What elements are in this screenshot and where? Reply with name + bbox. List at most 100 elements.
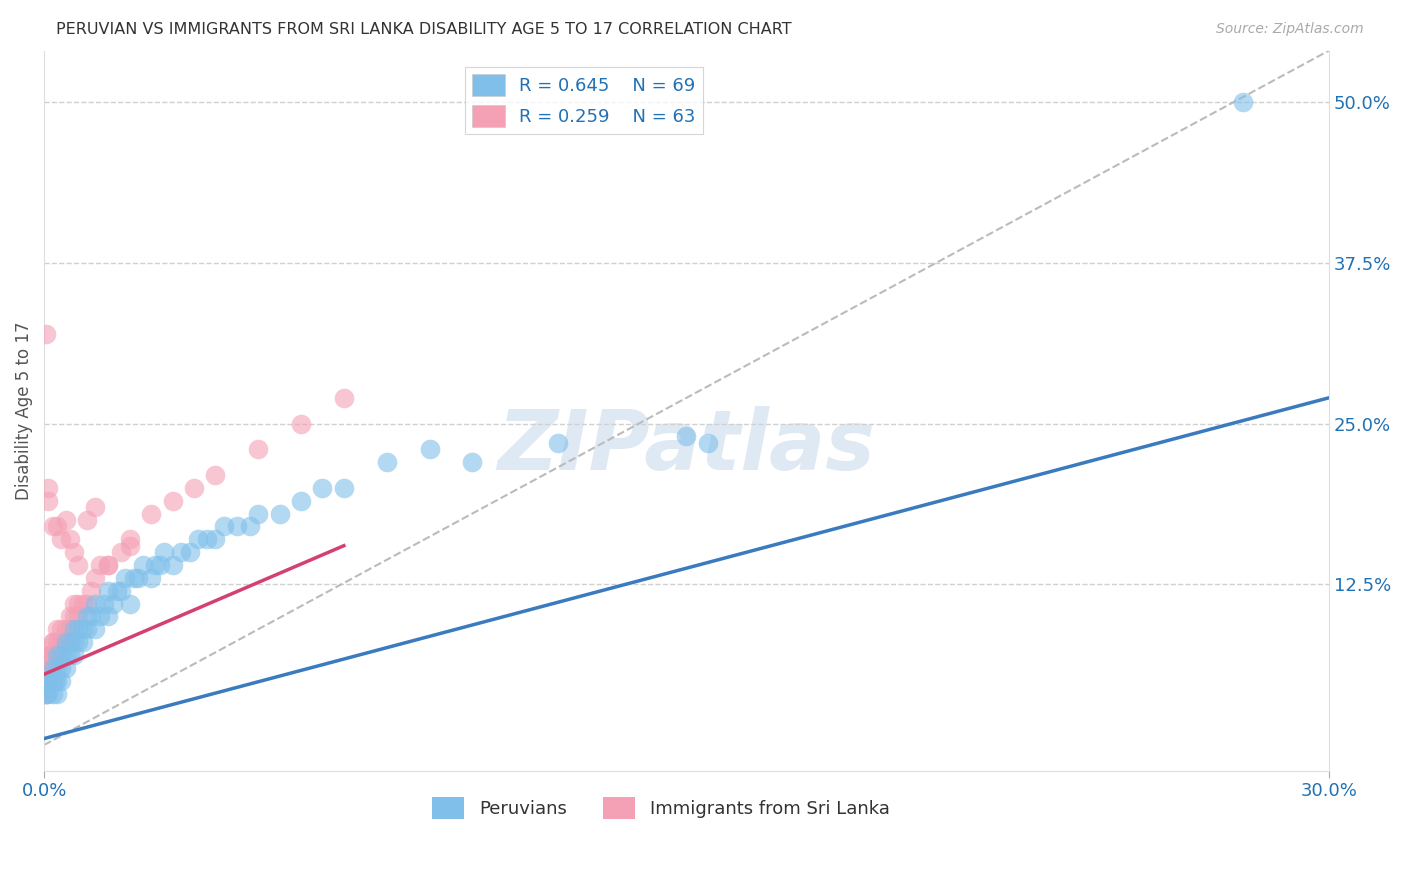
Legend: Peruvians, Immigrants from Sri Lanka: Peruvians, Immigrants from Sri Lanka — [425, 790, 897, 827]
Point — [375, 455, 398, 469]
Point — [97, 583, 120, 598]
Point — [38, 648, 60, 662]
Point — [37, 493, 59, 508]
Point — [41, 687, 63, 701]
Point — [72, 635, 94, 649]
Point — [59, 533, 82, 547]
Point — [41, 635, 63, 649]
Point — [46, 648, 69, 662]
Point — [37, 481, 59, 495]
Point — [51, 673, 73, 688]
Point — [67, 622, 90, 636]
Point — [55, 635, 77, 649]
Point — [72, 597, 94, 611]
Point — [110, 583, 132, 598]
Point — [55, 661, 77, 675]
Point — [170, 545, 193, 559]
Point — [63, 622, 86, 636]
Point — [46, 673, 69, 688]
Point — [80, 583, 103, 598]
Point — [153, 545, 176, 559]
Point — [187, 533, 209, 547]
Point — [84, 597, 107, 611]
Point — [59, 622, 82, 636]
Point — [63, 597, 86, 611]
Point — [41, 648, 63, 662]
Point — [247, 507, 270, 521]
Point — [41, 648, 63, 662]
Point — [141, 571, 163, 585]
Point — [51, 648, 73, 662]
Point — [46, 661, 69, 675]
Point — [34, 687, 56, 701]
Point — [41, 661, 63, 675]
Point — [51, 661, 73, 675]
Point — [89, 558, 111, 572]
Point — [204, 533, 226, 547]
Point — [67, 558, 90, 572]
Point — [35, 687, 58, 701]
Point — [141, 507, 163, 521]
Point — [131, 558, 153, 572]
Point — [179, 545, 201, 559]
Point — [63, 609, 86, 624]
Point — [38, 661, 60, 675]
Point — [418, 442, 440, 457]
Point — [46, 635, 69, 649]
Point — [67, 635, 90, 649]
Point — [290, 417, 312, 431]
Point — [55, 513, 77, 527]
Point — [84, 622, 107, 636]
Point — [110, 545, 132, 559]
Y-axis label: Disability Age 5 to 17: Disability Age 5 to 17 — [15, 321, 32, 500]
Point — [37, 673, 59, 688]
Point — [89, 609, 111, 624]
Point — [39, 673, 62, 688]
Point — [35, 673, 58, 688]
Point — [41, 673, 63, 688]
Point — [212, 519, 235, 533]
Point — [37, 661, 59, 675]
Text: ZIPatlas: ZIPatlas — [498, 406, 876, 487]
Point — [225, 519, 247, 533]
Point — [67, 597, 90, 611]
Point — [34, 661, 56, 675]
Point — [118, 533, 141, 547]
Point — [37, 687, 59, 701]
Point — [76, 597, 98, 611]
Point — [195, 533, 218, 547]
Point — [333, 481, 356, 495]
Point — [247, 442, 270, 457]
Point — [162, 558, 184, 572]
Text: PERUVIAN VS IMMIGRANTS FROM SRI LANKA DISABILITY AGE 5 TO 17 CORRELATION CHART: PERUVIAN VS IMMIGRANTS FROM SRI LANKA DI… — [56, 22, 792, 37]
Point — [35, 687, 58, 701]
Point — [41, 635, 63, 649]
Point — [55, 648, 77, 662]
Point — [101, 597, 124, 611]
Point — [97, 609, 120, 624]
Point — [46, 622, 69, 636]
Point — [46, 687, 69, 701]
Point — [37, 661, 59, 675]
Point — [34, 673, 56, 688]
Point — [67, 609, 90, 624]
Point — [46, 648, 69, 662]
Point — [55, 622, 77, 636]
Point — [51, 533, 73, 547]
Point — [311, 481, 333, 495]
Point — [239, 519, 262, 533]
Point — [269, 507, 291, 521]
Point — [1232, 95, 1254, 109]
Point — [696, 435, 718, 450]
Point — [149, 558, 172, 572]
Point — [162, 493, 184, 508]
Point — [59, 648, 82, 662]
Point — [37, 673, 59, 688]
Point — [55, 635, 77, 649]
Point — [51, 622, 73, 636]
Point — [63, 545, 86, 559]
Point — [105, 583, 128, 598]
Point — [76, 609, 98, 624]
Point — [84, 571, 107, 585]
Point — [63, 635, 86, 649]
